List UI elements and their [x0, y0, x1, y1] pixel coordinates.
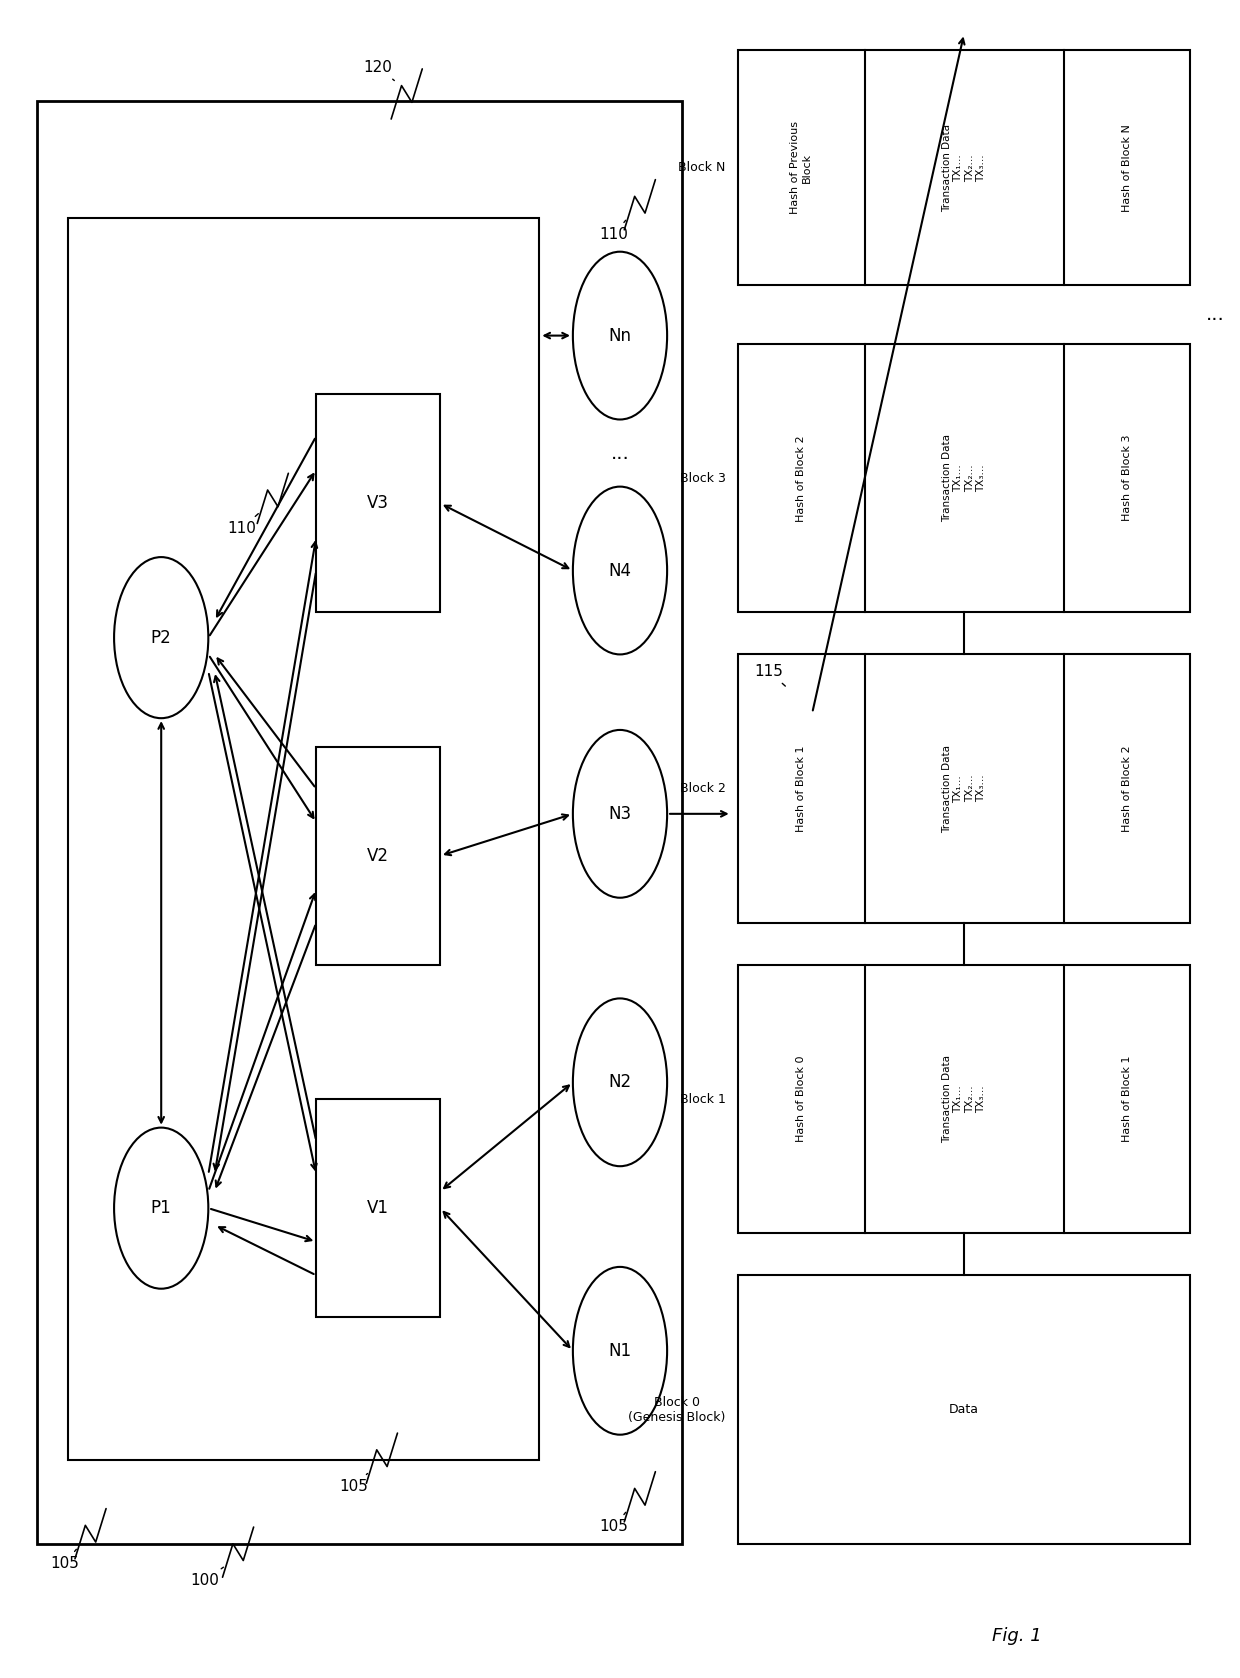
Text: P1: P1	[151, 1200, 171, 1217]
Text: Fig. 1: Fig. 1	[992, 1628, 1042, 1644]
Text: Transaction Data
TX₁...
TX₂...
TX₃...: Transaction Data TX₁... TX₂... TX₃...	[941, 1055, 987, 1143]
Bar	[316, 747, 440, 965]
Text: N2: N2	[609, 1074, 631, 1091]
Text: Hash of Block 3: Hash of Block 3	[1122, 435, 1132, 522]
Text: N3: N3	[609, 805, 631, 822]
Text: Block 1: Block 1	[680, 1092, 725, 1106]
Text: 105: 105	[339, 1473, 368, 1493]
Ellipse shape	[573, 730, 667, 898]
Text: Hash of Block N: Hash of Block N	[1122, 124, 1132, 211]
Text: Transaction Data
TX₁...
TX₂...
TX₃...: Transaction Data TX₁... TX₂... TX₃...	[941, 745, 987, 832]
Text: Hash of Block 1: Hash of Block 1	[1122, 1055, 1132, 1143]
Text: Data: Data	[949, 1403, 980, 1416]
Text: 110: 110	[227, 513, 258, 535]
Text: Hash of Block 0: Hash of Block 0	[796, 1055, 806, 1143]
Text: Transaction Data
TX₁...
TX₂...
TX₃...: Transaction Data TX₁... TX₂... TX₃...	[941, 435, 987, 522]
Text: N4: N4	[609, 562, 631, 579]
Text: 115: 115	[754, 664, 785, 686]
Ellipse shape	[573, 252, 667, 420]
Ellipse shape	[573, 998, 667, 1166]
Text: P2: P2	[151, 629, 171, 646]
Text: Nn: Nn	[609, 327, 631, 344]
Ellipse shape	[114, 1128, 208, 1289]
Text: 105: 105	[599, 1512, 629, 1534]
Bar	[316, 1099, 440, 1317]
Text: 120: 120	[363, 60, 394, 81]
Text: Block N: Block N	[678, 161, 725, 175]
Bar	[37, 101, 682, 1544]
Bar	[738, 965, 1190, 1233]
Bar	[738, 50, 1190, 285]
Text: V1: V1	[367, 1200, 389, 1217]
Text: V3: V3	[367, 495, 389, 512]
Text: 100: 100	[190, 1567, 223, 1587]
Ellipse shape	[573, 1267, 667, 1435]
Text: Transaction Data
TX₁...
TX₂...
TX₃...: Transaction Data TX₁... TX₂... TX₃...	[941, 124, 987, 211]
Text: ...: ...	[610, 443, 630, 463]
Text: Hash of Block 2: Hash of Block 2	[1122, 745, 1132, 832]
Bar	[68, 218, 539, 1460]
Text: ...: ...	[1205, 305, 1225, 324]
Bar	[738, 654, 1190, 923]
Text: Block 2: Block 2	[680, 782, 725, 795]
Bar	[738, 1275, 1190, 1544]
Text: V2: V2	[367, 847, 389, 864]
Text: 105: 105	[50, 1549, 79, 1571]
Text: Block 0
(Genesis Block): Block 0 (Genesis Block)	[627, 1396, 725, 1423]
Bar	[316, 394, 440, 612]
Text: N1: N1	[609, 1342, 631, 1359]
Text: Block 3: Block 3	[680, 472, 725, 485]
Ellipse shape	[114, 557, 208, 718]
Text: Hash of Block 2: Hash of Block 2	[796, 435, 806, 522]
Text: 110: 110	[599, 220, 629, 242]
Bar	[738, 344, 1190, 612]
Text: Hash of Previous
Block: Hash of Previous Block	[790, 121, 812, 215]
Text: Hash of Block 1: Hash of Block 1	[796, 745, 806, 832]
Ellipse shape	[573, 487, 667, 654]
